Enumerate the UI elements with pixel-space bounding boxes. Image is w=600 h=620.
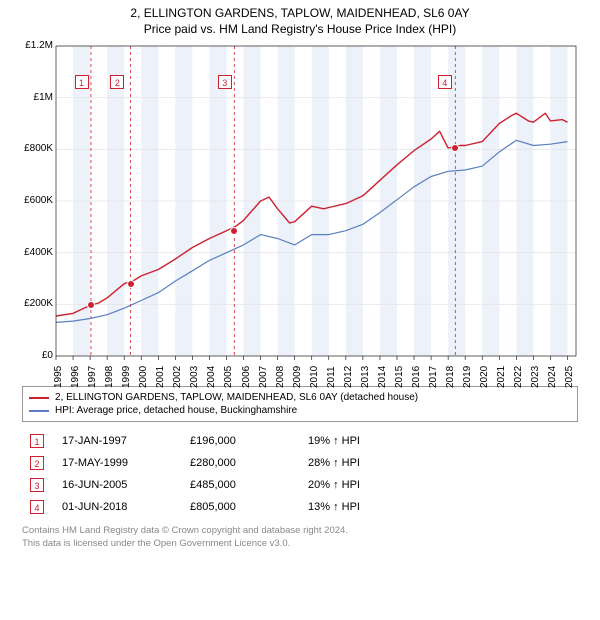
transaction-marker-2: 2 xyxy=(110,75,124,89)
x-axis-label: 1997 xyxy=(87,366,98,388)
x-axis-label: 2003 xyxy=(189,366,200,388)
x-axis-label: 2015 xyxy=(394,366,405,388)
transaction-date: 16-JUN-2005 xyxy=(62,479,172,491)
transaction-row: 1 17-JAN-1997 £196,000 19% ↑ HPI xyxy=(22,430,578,452)
legend-label: 2, ELLINGTON GARDENS, TAPLOW, MAIDENHEAD… xyxy=(55,392,418,403)
transaction-dot-2 xyxy=(127,280,135,288)
transaction-number: 2 xyxy=(30,456,44,470)
transaction-delta: 13% ↑ HPI xyxy=(308,501,576,513)
x-axis-label: 2000 xyxy=(138,366,149,388)
x-axis-label: 2007 xyxy=(258,366,269,388)
transaction-marker-1: 1 xyxy=(75,75,89,89)
legend-swatch xyxy=(29,410,49,412)
x-axis-label: 2020 xyxy=(479,366,490,388)
transaction-row: 2 17-MAY-1999 £280,000 28% ↑ HPI xyxy=(22,452,578,474)
x-axis-label: 1998 xyxy=(104,366,115,388)
y-axis-label: £1.2M xyxy=(13,40,53,51)
x-axis-label: 2011 xyxy=(326,366,337,388)
transaction-marker-4: 4 xyxy=(438,75,452,89)
footer-line-1: Contains HM Land Registry data © Crown c… xyxy=(22,524,578,537)
transaction-number: 3 xyxy=(30,478,44,492)
transaction-row: 4 01-JUN-2018 £805,000 13% ↑ HPI xyxy=(22,496,578,518)
transaction-price: £805,000 xyxy=(190,501,290,513)
x-axis-label: 2017 xyxy=(428,366,439,388)
x-axis-label: 2012 xyxy=(343,366,354,388)
legend: 2, ELLINGTON GARDENS, TAPLOW, MAIDENHEAD… xyxy=(22,386,578,422)
page: { "title_line1": "2, ELLINGTON GARDENS, … xyxy=(0,0,600,620)
x-axis-label: 2023 xyxy=(530,366,541,388)
transaction-date: 17-MAY-1999 xyxy=(62,457,172,469)
transaction-number: 1 xyxy=(30,434,44,448)
legend-label: HPI: Average price, detached house, Buck… xyxy=(55,405,297,416)
legend-item: HPI: Average price, detached house, Buck… xyxy=(29,404,571,417)
x-axis-label: 2025 xyxy=(564,366,575,388)
x-axis-label: 2024 xyxy=(547,366,558,388)
chart-title-subtitle: Price paid vs. HM Land Registry's House … xyxy=(0,22,600,36)
x-axis-label: 1995 xyxy=(53,366,64,388)
x-axis-label: 2014 xyxy=(377,366,388,388)
chart-title-address: 2, ELLINGTON GARDENS, TAPLOW, MAIDENHEAD… xyxy=(0,6,600,20)
legend-item: 2, ELLINGTON GARDENS, TAPLOW, MAIDENHEAD… xyxy=(29,391,571,404)
x-axis-label: 2004 xyxy=(206,366,217,388)
y-axis-label: £800K xyxy=(13,143,53,154)
x-axis-label: 2002 xyxy=(172,366,183,388)
x-axis-label: 2009 xyxy=(292,366,303,388)
chart-area: £0£200K£400K£600K£800K£1M£1.2M 199519961… xyxy=(20,40,580,380)
legend-swatch xyxy=(29,397,49,399)
x-axis-label: 2018 xyxy=(445,366,456,388)
transaction-row: 3 16-JUN-2005 £485,000 20% ↑ HPI xyxy=(22,474,578,496)
x-axis-label: 2008 xyxy=(275,366,286,388)
footer-attribution: Contains HM Land Registry data © Crown c… xyxy=(22,524,578,551)
transaction-delta: 20% ↑ HPI xyxy=(308,479,576,491)
y-axis-label: £400K xyxy=(13,247,53,258)
transaction-price: £196,000 xyxy=(190,435,290,447)
x-axis-label: 2021 xyxy=(496,366,507,388)
chart-title-block: 2, ELLINGTON GARDENS, TAPLOW, MAIDENHEAD… xyxy=(0,0,600,38)
transactions-table: 1 17-JAN-1997 £196,000 19% ↑ HPI 2 17-MAY-199… xyxy=(22,430,578,518)
x-axis-label: 1999 xyxy=(121,366,132,388)
x-axis-label: 2013 xyxy=(360,366,371,388)
footer-line-2: This data is licensed under the Open Gov… xyxy=(22,537,578,550)
transaction-price: £485,000 xyxy=(190,479,290,491)
x-axis-label: 2005 xyxy=(223,366,234,388)
transaction-marker-3: 3 xyxy=(218,75,232,89)
x-axis-label: 2001 xyxy=(155,366,166,388)
transaction-number: 4 xyxy=(30,500,44,514)
x-axis-label: 2010 xyxy=(309,366,320,388)
transaction-date: 01-JUN-2018 xyxy=(62,501,172,513)
y-axis-label: £1M xyxy=(13,92,53,103)
transaction-delta: 19% ↑ HPI xyxy=(308,435,576,447)
y-axis-label: £0 xyxy=(13,350,53,361)
x-axis-label: 2019 xyxy=(462,366,473,388)
transaction-delta: 28% ↑ HPI xyxy=(308,457,576,469)
transaction-date: 17-JAN-1997 xyxy=(62,435,172,447)
transaction-dot-4 xyxy=(451,144,459,152)
x-axis-label: 2006 xyxy=(241,366,252,388)
transaction-dot-3 xyxy=(230,227,238,235)
y-axis-label: £600K xyxy=(13,195,53,206)
x-axis-label: 2016 xyxy=(411,366,422,388)
transaction-dot-1 xyxy=(87,301,95,309)
x-axis-label: 2022 xyxy=(513,366,524,388)
chart-svg xyxy=(20,40,580,380)
transaction-price: £280,000 xyxy=(190,457,290,469)
y-axis-label: £200K xyxy=(13,298,53,309)
x-axis-label: 1996 xyxy=(70,366,81,388)
